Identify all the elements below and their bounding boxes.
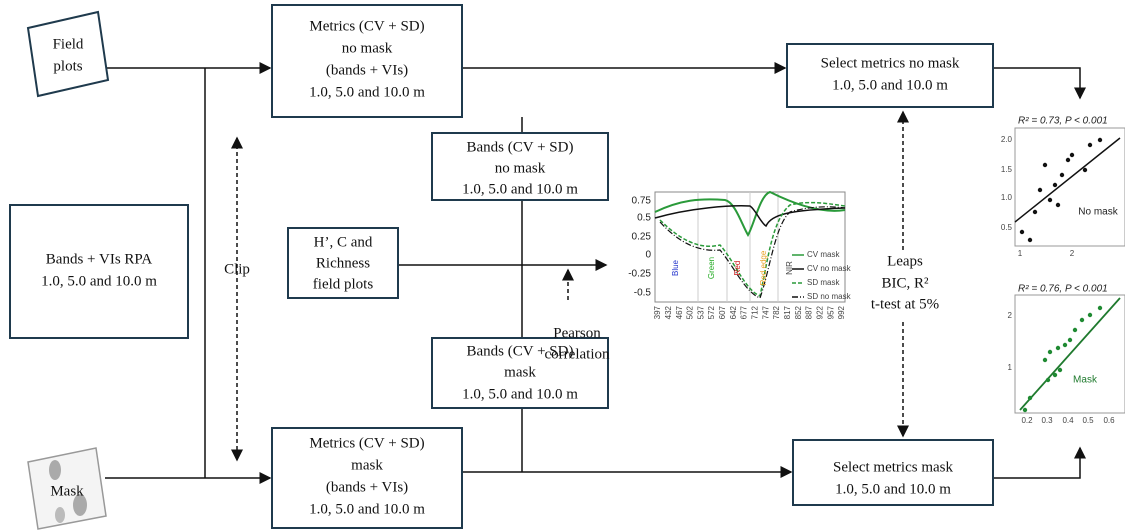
field-plots-shape xyxy=(28,12,108,96)
diagram: Field plots Metrics (CV + SD) no mask (bands… xyxy=(0,0,1125,531)
label: 922 xyxy=(815,305,824,319)
label: 397 xyxy=(653,305,662,319)
label: 1.0 xyxy=(1001,193,1013,202)
arrow xyxy=(993,448,1080,478)
label: Clip xyxy=(224,261,250,277)
label: SD mask xyxy=(807,278,840,287)
label: 0.75 xyxy=(632,196,652,207)
label: 432 xyxy=(664,305,673,319)
label: H’, C and xyxy=(314,234,373,250)
label: 1.5 xyxy=(1001,165,1013,174)
label: 0.4 xyxy=(1062,416,1074,425)
label: 537 xyxy=(696,305,705,319)
label: 607 xyxy=(718,305,727,319)
label: Metrics (CV + SD) xyxy=(309,18,424,34)
label: 0.25 xyxy=(632,232,652,243)
label: 502 xyxy=(686,305,695,319)
label: plots xyxy=(53,58,82,74)
connectors xyxy=(105,68,1080,478)
label: Bands (CV + SD) xyxy=(467,139,574,155)
label: 747 xyxy=(761,305,770,319)
label: -0.25 xyxy=(628,269,651,280)
label: Red xyxy=(733,261,742,276)
label: 887 xyxy=(805,305,814,319)
label: correlation xyxy=(545,346,610,362)
label: 1.0, 5.0 and 10.0 m xyxy=(462,181,578,197)
label: 1 xyxy=(1008,363,1013,372)
box xyxy=(10,205,188,338)
label: 992 xyxy=(837,305,846,319)
scatter-no-mask xyxy=(1015,128,1125,246)
label: Red edge xyxy=(759,250,768,285)
label: mask xyxy=(504,364,536,380)
label: 467 xyxy=(675,305,684,319)
label: 2.0 xyxy=(1001,135,1013,144)
label: Mask xyxy=(1073,375,1098,386)
label: Blue xyxy=(671,259,680,276)
label: t-test at 5% xyxy=(871,296,939,312)
plot-frame xyxy=(1015,128,1125,246)
label: CV no mask xyxy=(807,264,852,273)
label: mask xyxy=(351,457,383,473)
label: 1 xyxy=(1018,249,1023,258)
footprint xyxy=(49,460,61,480)
label: 642 xyxy=(729,305,738,319)
label: Metrics (CV + SD) xyxy=(309,435,424,451)
label: 1.0, 5.0 and 10.0 m xyxy=(462,386,578,402)
label: R² = 0.73, P < 0.001 xyxy=(1018,116,1108,127)
label: 1.0, 5.0 and 10.0 m xyxy=(309,84,425,100)
label: 0.3 xyxy=(1041,416,1053,425)
label: NIR xyxy=(785,261,794,275)
label: CV mask xyxy=(807,250,840,259)
label: 712 xyxy=(751,305,760,319)
label: no mask xyxy=(495,160,546,176)
label: SD no mask xyxy=(807,292,852,301)
label: 782 xyxy=(772,305,781,319)
label: R² = 0.76, P < 0.001 xyxy=(1018,284,1108,295)
label: BIC, R² xyxy=(881,275,929,291)
label: 1.0, 5.0 and 10.0 m xyxy=(309,501,425,517)
label: no mask xyxy=(342,40,393,56)
label: Mask xyxy=(50,483,84,499)
label: 572 xyxy=(707,305,716,319)
label: 677 xyxy=(740,305,749,319)
label: 1.0, 5.0 and 10.0 m xyxy=(835,481,951,497)
label: 0.6 xyxy=(1103,416,1115,425)
label: 2 xyxy=(1070,249,1075,258)
label: Green xyxy=(707,257,716,279)
label: 1.0, 5.0 and 10.0 m xyxy=(832,77,948,93)
label: 0 xyxy=(645,250,651,261)
label: 2 xyxy=(1008,311,1013,320)
label: Select metrics no mask xyxy=(821,55,960,71)
label: No mask xyxy=(1078,207,1118,218)
label: field plots xyxy=(313,276,374,292)
label: -0.5 xyxy=(634,288,652,299)
label: 1.0, 5.0 and 10.0 m xyxy=(41,273,157,289)
footprint xyxy=(55,507,65,523)
label: 0.5 xyxy=(1001,223,1013,232)
label: (bands + VIs) xyxy=(326,479,408,495)
label: (bands + VIs) xyxy=(326,62,408,78)
label: Select metrics mask xyxy=(833,459,953,475)
label: 0.2 xyxy=(1021,416,1033,425)
box xyxy=(787,44,993,107)
label: Leaps xyxy=(887,253,923,269)
label: 0.5 xyxy=(637,213,651,224)
label: Pearson xyxy=(553,325,601,341)
label: Field xyxy=(53,36,84,52)
label: 957 xyxy=(826,305,835,319)
arrow xyxy=(993,68,1080,98)
label: Richness xyxy=(316,255,370,271)
label: 852 xyxy=(794,305,803,319)
scatter-mask xyxy=(1015,295,1125,413)
label: Bands + VIs RPA xyxy=(46,251,153,267)
label: 817 xyxy=(783,305,792,319)
label: 0.5 xyxy=(1082,416,1094,425)
